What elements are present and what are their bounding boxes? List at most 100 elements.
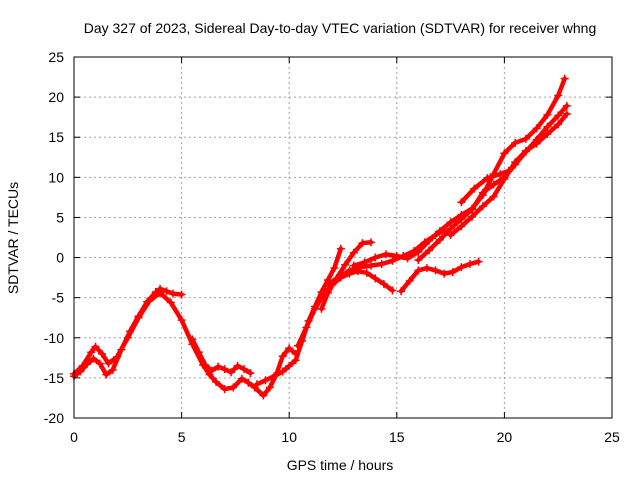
data-point (465, 259, 474, 268)
data-point (562, 101, 571, 110)
data-point (457, 215, 466, 224)
data-point (319, 290, 328, 299)
data-point (511, 138, 520, 147)
data-point (270, 372, 279, 381)
data-point (188, 335, 197, 344)
data-point (425, 236, 434, 245)
data-point (392, 251, 401, 260)
data-point (285, 361, 294, 370)
y-tick-label: -20 (44, 410, 64, 426)
data-point (457, 263, 466, 272)
data-point (446, 231, 455, 240)
data-point (496, 170, 505, 179)
data-point (397, 287, 406, 296)
data-point (207, 366, 216, 375)
data-point (220, 385, 229, 394)
data-point (500, 174, 509, 183)
x-tick-label: 5 (178, 429, 186, 445)
y-tick-label: -5 (52, 290, 65, 306)
plot-frame (73, 56, 613, 419)
grid (74, 57, 612, 418)
data-point (532, 124, 541, 133)
data-point (349, 248, 358, 257)
data-point (214, 362, 223, 371)
y-tick-label: 20 (48, 89, 64, 105)
data-point (405, 276, 414, 285)
data-point (478, 202, 487, 211)
data-point (201, 361, 210, 370)
data-point (252, 380, 261, 389)
data-point (388, 256, 397, 265)
chart-title: Day 327 of 2023, Sidereal Day-to-day VTE… (84, 20, 597, 36)
y-tick-labels: -20 -15 -10 -5 0 5 10 15 20 25 (44, 49, 64, 426)
data-point (108, 365, 117, 374)
data-point (246, 369, 255, 378)
data-point (504, 166, 513, 175)
data-point (233, 361, 242, 370)
data-point (366, 238, 375, 247)
data-point (457, 222, 466, 231)
data-point (371, 253, 380, 262)
data-point (166, 298, 175, 307)
data-point (425, 246, 434, 255)
data-point (205, 370, 214, 379)
x-axis-label: GPS time / hours (287, 457, 394, 473)
data-point (330, 263, 339, 272)
data-point (358, 239, 367, 248)
data-point (382, 250, 391, 259)
data-point (336, 244, 345, 253)
x-tick-label: 15 (389, 429, 405, 445)
data-point (468, 205, 477, 214)
data-point (102, 370, 111, 379)
data-point (278, 352, 287, 361)
y-tick-label: -10 (44, 330, 64, 346)
data-point (89, 354, 98, 363)
data-point (362, 268, 371, 277)
x-tick-label: 10 (281, 429, 297, 445)
data-point (302, 323, 311, 332)
data-point (440, 269, 449, 278)
data-point (562, 109, 571, 118)
data-point (227, 368, 236, 377)
data-point (379, 280, 388, 289)
data-point (259, 391, 268, 400)
data-point (474, 257, 483, 266)
data-point (414, 255, 423, 264)
data-point (403, 254, 412, 263)
data-point (532, 139, 541, 148)
data-point (123, 333, 132, 342)
data-point (220, 365, 229, 374)
data-point (470, 184, 479, 193)
data-point (489, 192, 498, 201)
data-point (240, 365, 249, 374)
data-point (345, 266, 354, 275)
data-point (521, 146, 530, 155)
data-point (468, 212, 477, 221)
series-track-12 (457, 166, 513, 207)
x-tick-label: 20 (497, 429, 513, 445)
data-point (554, 111, 563, 120)
data-point (341, 260, 350, 269)
data-point (91, 342, 100, 351)
data-point (414, 247, 423, 256)
data-point (511, 158, 520, 167)
data-point (291, 356, 300, 365)
y-tick-label: 25 (48, 49, 64, 65)
data-point (168, 289, 177, 298)
data-point (554, 91, 563, 100)
series-track-3 (188, 335, 255, 378)
data-point (366, 261, 375, 270)
data-point (78, 361, 87, 370)
data-point (388, 286, 397, 295)
data-point (371, 274, 380, 283)
data-point (448, 267, 457, 276)
data-point (483, 174, 492, 183)
data-point (311, 304, 320, 313)
x-tick-label: 25 (604, 429, 620, 445)
data-point (435, 227, 444, 236)
data-point (156, 288, 165, 297)
y-tick-label: -15 (44, 370, 64, 386)
y-tick-label: 0 (56, 250, 64, 266)
y-tick-label: 15 (48, 129, 64, 145)
